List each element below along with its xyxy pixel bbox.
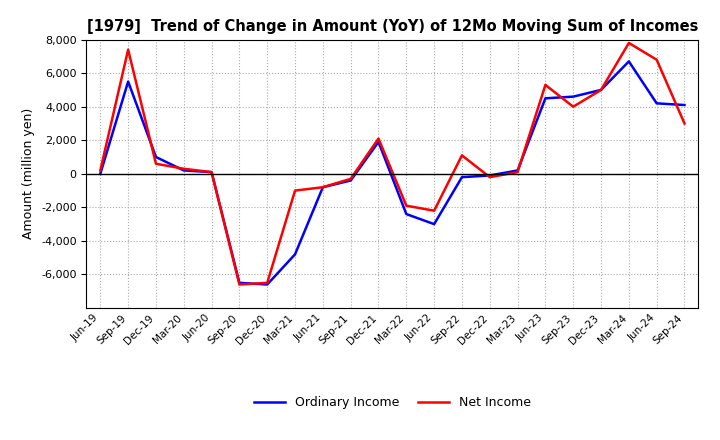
Ordinary Income xyxy=(624,59,633,64)
Ordinary Income xyxy=(652,101,661,106)
Net Income xyxy=(318,185,327,190)
Title: [1979]  Trend of Change in Amount (YoY) of 12Mo Moving Sum of Incomes: [1979] Trend of Change in Amount (YoY) o… xyxy=(86,19,698,34)
Net Income xyxy=(513,169,522,175)
Net Income xyxy=(430,208,438,213)
Ordinary Income xyxy=(541,95,550,101)
Net Income xyxy=(96,168,104,173)
Ordinary Income xyxy=(680,103,689,108)
Ordinary Income xyxy=(485,173,494,178)
Net Income xyxy=(346,176,355,181)
Ordinary Income xyxy=(374,139,383,145)
Net Income xyxy=(541,82,550,88)
Ordinary Income xyxy=(235,280,243,286)
Ordinary Income xyxy=(569,94,577,99)
Net Income xyxy=(374,136,383,141)
Ordinary Income xyxy=(430,221,438,227)
Ordinary Income xyxy=(458,175,467,180)
Net Income xyxy=(124,47,132,52)
Net Income xyxy=(597,87,606,92)
Ordinary Income xyxy=(597,87,606,92)
Line: Net Income: Net Income xyxy=(100,43,685,285)
Ordinary Income xyxy=(513,168,522,173)
Ordinary Income xyxy=(179,168,188,173)
Net Income xyxy=(207,169,216,175)
Net Income xyxy=(263,280,271,286)
Net Income xyxy=(680,121,689,126)
Net Income xyxy=(235,282,243,287)
Ordinary Income xyxy=(96,171,104,176)
Net Income xyxy=(402,203,410,208)
Ordinary Income xyxy=(207,169,216,175)
Net Income xyxy=(485,175,494,180)
Legend: Ordinary Income, Net Income: Ordinary Income, Net Income xyxy=(248,392,536,414)
Ordinary Income xyxy=(291,252,300,257)
Ordinary Income xyxy=(124,79,132,84)
Net Income xyxy=(458,153,467,158)
Line: Ordinary Income: Ordinary Income xyxy=(100,62,685,285)
Ordinary Income xyxy=(346,178,355,183)
Ordinary Income xyxy=(263,282,271,287)
Net Income xyxy=(152,161,161,166)
Ordinary Income xyxy=(402,211,410,216)
Ordinary Income xyxy=(152,154,161,160)
Y-axis label: Amount (million yen): Amount (million yen) xyxy=(22,108,35,239)
Net Income xyxy=(291,188,300,193)
Net Income xyxy=(179,166,188,172)
Net Income xyxy=(624,40,633,46)
Net Income xyxy=(652,57,661,62)
Net Income xyxy=(569,104,577,109)
Ordinary Income xyxy=(318,185,327,190)
